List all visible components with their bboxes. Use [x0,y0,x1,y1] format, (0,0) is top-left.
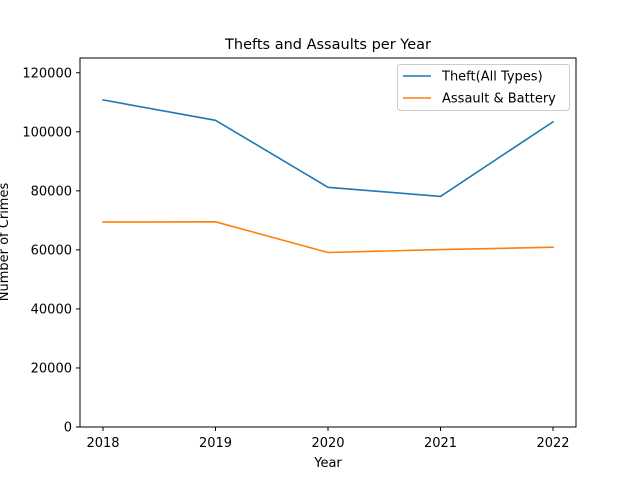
x-tick-label: 2022 [536,436,569,451]
y-tick-label: 120000 [22,66,72,81]
legend-box [397,64,570,111]
series-layer [102,98,555,254]
y-tick-label: 60000 [31,243,72,258]
y-tick-label: 0 [64,421,72,436]
x-axis-label: Year [313,456,342,471]
y-tick-label: 80000 [31,184,72,199]
x-axis: 2018 2019 2020 2021 2022 [86,427,570,451]
series-line-1 [102,221,554,254]
chart-title: Thefts and Assaults per Year [224,37,431,53]
y-axis: 0 20000 40000 60000 80000 100000 120000 [22,66,80,436]
y-axis-label: Number of Crimes [0,183,12,302]
y-tick-label: 20000 [31,361,72,376]
legend-label-assault: Assault & Battery [442,92,556,107]
x-tick-label: 2020 [311,436,344,451]
x-tick-label: 2021 [424,436,457,451]
x-tick-label: 2018 [86,436,119,451]
series-line-0 [102,98,555,198]
y-tick-label: 100000 [22,125,72,140]
y-tick-label: 40000 [31,302,72,317]
legend-label-theft: Theft(All Types) [441,70,543,85]
legend: Theft(All Types) Assault & Battery [397,64,570,111]
x-tick-label: 2019 [199,436,232,451]
